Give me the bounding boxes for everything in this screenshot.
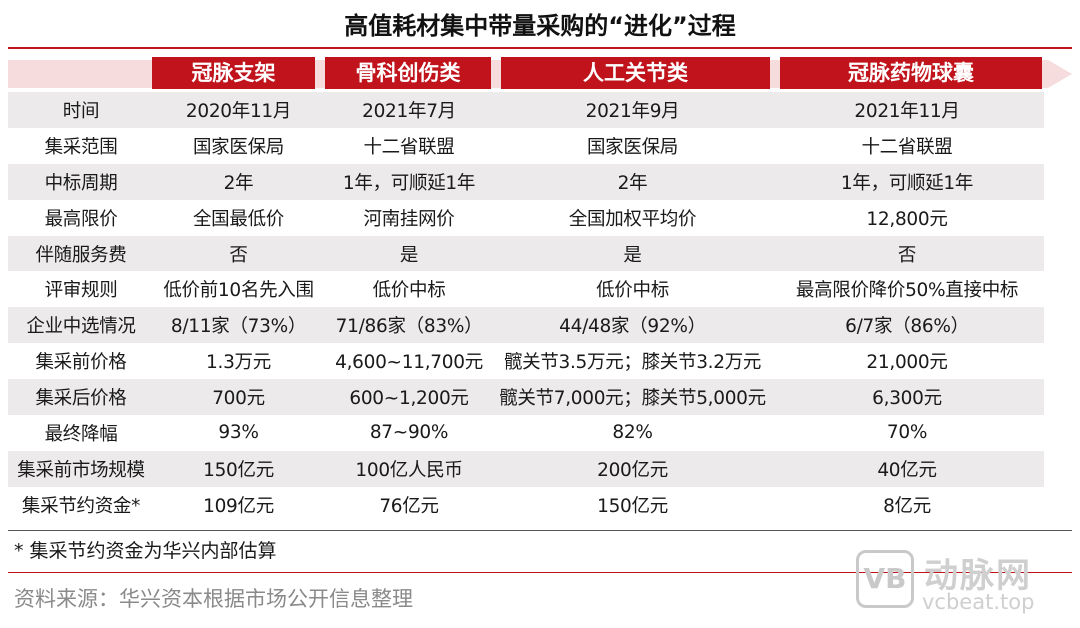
table-cell: 低价中标 — [372, 280, 446, 302]
row-label: 伴随服务费 — [35, 244, 127, 266]
row-label: 中标周期 — [44, 172, 118, 194]
table-cell: 87~90% — [369, 422, 449, 444]
row-label: 集采前价格 — [35, 352, 127, 374]
table-cell: 是 — [623, 244, 642, 266]
table-row: 集采后价格 700元 600~1,200元 髋关节7,000元；膝关节5,000… — [8, 379, 1044, 416]
row-label: 最高限价 — [44, 208, 118, 230]
page-title: 高值耗材集中带量采购的“进化”过程 — [344, 12, 736, 40]
table-cell: 109亿元 — [203, 495, 274, 517]
table-cell: 100亿人民币 — [355, 459, 463, 481]
table-cell: 否 — [229, 244, 248, 266]
table-cell: 全国加权平均价 — [568, 208, 697, 230]
table-row: 集采节约资金* 109亿元 76亿元 150亿元 8亿元 — [8, 487, 1044, 523]
vb-logo-icon: VB — [856, 550, 914, 608]
column-header-trauma: 骨科创伤类 — [325, 57, 491, 89]
table-cell: 2年 — [223, 172, 254, 194]
table-cell: 国家医保局 — [586, 136, 678, 158]
table-cell: 2021年11月 — [854, 100, 960, 122]
table-cell: 71/86家（83%） — [335, 316, 483, 338]
title-divider — [8, 47, 1072, 49]
watermark-url: vcbeat.top — [922, 590, 1035, 614]
row-label: 集采前市场规模 — [17, 459, 145, 481]
column-header-joint: 人工关节类 — [501, 57, 770, 89]
table-cell: 髋关节7,000元；膝关节5,000元 — [499, 388, 766, 410]
table-cell: 8亿元 — [883, 495, 931, 517]
table-cell: 髋关节3.5万元；膝关节3.2万元 — [503, 352, 762, 374]
table-cell: 低价前10名先入围 — [163, 280, 314, 302]
table-cell: 8/11家（73%） — [170, 316, 307, 338]
procurement-table: 时间 2020年11月 2021年7月 2021年9月 2021年11月 集采范… — [8, 92, 1044, 523]
table-cell: 200亿元 — [597, 459, 668, 481]
row-label: 集采节约资金* — [21, 495, 141, 517]
table-cell: 4,600~11,700元 — [335, 352, 483, 374]
source-note: 资料来源：华兴资本根据市场公开信息整理 — [14, 587, 413, 611]
row-label: 集采后价格 — [35, 388, 127, 410]
table-row: 集采前市场规模 150亿元 100亿人民币 200亿元 40亿元 — [8, 450, 1044, 487]
table-cell: 70% — [886, 422, 928, 444]
footnote: * 集采节约资金为华兴内部估算 — [14, 540, 277, 562]
table-cell: 1.3万元 — [206, 352, 271, 374]
table-cell: 6/7家（86%） — [845, 316, 969, 338]
table-cell: 40亿元 — [877, 459, 937, 481]
watermark: VB 动脉网 vcbeat.top — [856, 548, 1076, 622]
table-cell: 低价中标 — [596, 280, 669, 302]
row-label: 时间 — [62, 100, 100, 122]
table-row: 最高限价 全国最低价 河南挂网价 全国加权平均价 12,800元 — [8, 200, 1044, 236]
table-row: 时间 2020年11月 2021年7月 2021年9月 2021年11月 — [8, 92, 1044, 128]
table-cell: 700元 — [212, 388, 265, 410]
row-label: 集采范围 — [44, 136, 118, 158]
table-cell: 6,300元 — [872, 388, 942, 410]
table-cell: 十二省联盟 — [363, 136, 455, 158]
column-header-balloon: 冠脉药物球囊 — [780, 57, 1042, 89]
source-divider — [8, 572, 1072, 573]
table-cell: 76亿元 — [379, 495, 439, 517]
table-cell: 否 — [897, 244, 917, 266]
table-row: 企业中选情况 8/11家（73%） 71/86家（83%） 44/48家（92%… — [8, 307, 1044, 344]
table-row: 伴随服务费 否 是 是 否 — [8, 235, 1044, 272]
table-cell: 150亿元 — [597, 495, 668, 517]
row-label: 评审规则 — [44, 280, 118, 302]
table-cell: 十二省联盟 — [861, 136, 953, 158]
table-cell: 2021年7月 — [362, 100, 456, 122]
table-cell: 全国最低价 — [192, 208, 284, 230]
table-cell: 2年 — [617, 172, 648, 194]
table-cell: 600~1,200元 — [349, 388, 469, 410]
column-header-stent: 冠脉支架 — [152, 57, 315, 89]
table-cell: 93% — [218, 422, 259, 444]
table-cell: 河南挂网价 — [363, 208, 455, 230]
table-cell: 2020年11月 — [185, 100, 292, 122]
table-cell: 12,800元 — [866, 208, 948, 230]
table-row: 评审规则 低价前10名先入围 低价中标 低价中标 最高限价降价50%直接中标 — [8, 271, 1044, 307]
table-bottom-rule — [8, 530, 1072, 531]
row-label: 最终降幅 — [44, 423, 118, 445]
table-cell: 最高限价降价50%直接中标 — [795, 280, 1019, 302]
table-cell: 82% — [612, 422, 653, 444]
table-row: 中标周期 2年 1年，可顺延1年 2年 1年，可顺延1年 — [8, 163, 1044, 200]
table-row: 集采范围 国家医保局 十二省联盟 国家医保局 十二省联盟 — [8, 128, 1044, 164]
table-cell: 国家医保局 — [192, 136, 284, 158]
table-cell: 1年，可顺延1年 — [342, 172, 476, 194]
row-label: 企业中选情况 — [26, 316, 136, 338]
table-cell: 2021年9月 — [585, 100, 680, 122]
watermark-name: 动脉网 — [924, 556, 1032, 596]
table-cell: 44/48家（92%） — [559, 316, 706, 338]
table-row: 最终降幅 93% 87~90% 82% 70% — [8, 415, 1044, 451]
table-cell: 150亿元 — [203, 459, 274, 481]
table-cell: 21,000元 — [866, 352, 948, 374]
table-cell: 是 — [399, 244, 419, 266]
table-row: 集采前价格 1.3万元 4,600~11,700元 髋关节3.5万元；膝关节3.… — [8, 343, 1044, 379]
table-cell: 1年，可顺延1年 — [840, 172, 974, 194]
